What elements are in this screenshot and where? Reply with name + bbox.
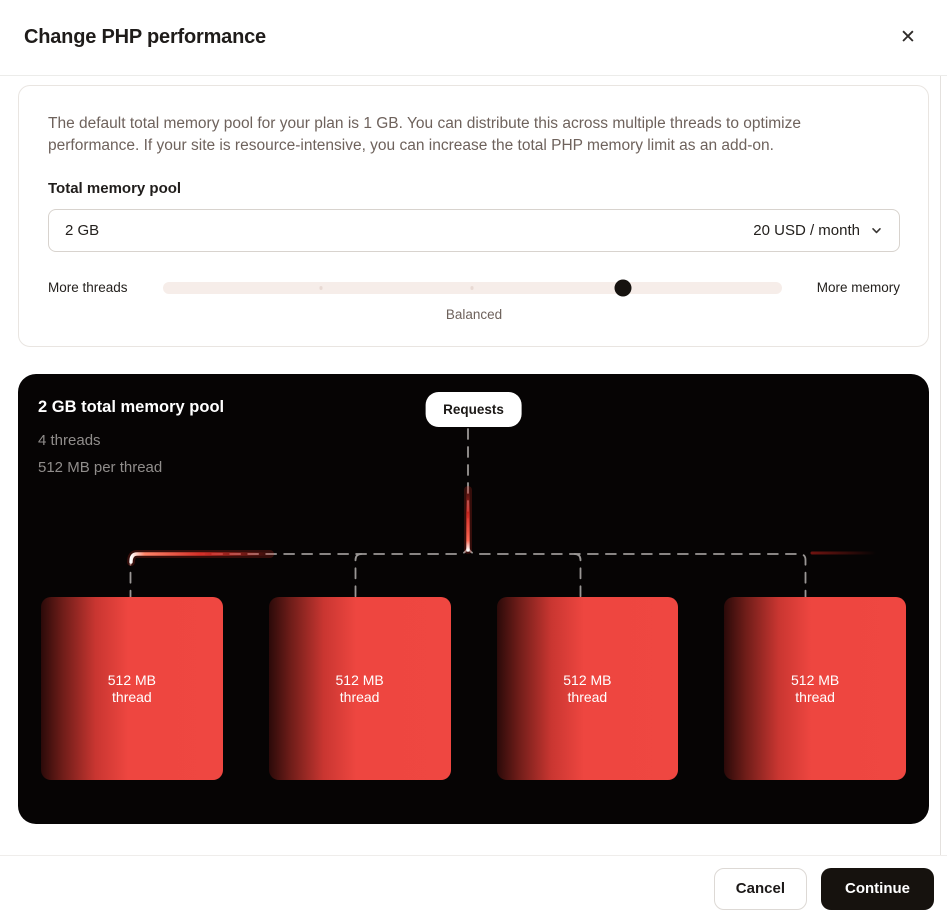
thread-size: 512 MB [335, 671, 384, 688]
thread-block: 512 MB thread [496, 597, 679, 781]
thread-size: 512 MB [563, 671, 612, 688]
thread-block: 512 MB thread [268, 597, 451, 781]
pool-title: 2 GB total memory pool [38, 398, 225, 417]
thread-blocks-row: 512 MB thread 512 MB thread 512 MB threa… [41, 597, 906, 781]
more-threads-label: More threads [48, 280, 128, 296]
thread-block: 512 MB thread [41, 597, 223, 781]
pool-threads-count: 4 threads [38, 432, 101, 450]
slider-tick [470, 285, 474, 290]
thread-size: 512 MB [791, 671, 840, 688]
memory-price-group: 20 USD / month [753, 222, 883, 239]
thread-label: thread [795, 688, 835, 705]
pool-summary: 2 GB total memory pool 4 threads 512 MB … [38, 398, 224, 481]
memory-size-select[interactable]: 2 GB 20 USD / month [48, 209, 900, 253]
page-title: Change PHP performance [24, 26, 266, 48]
thread-label: thread [339, 688, 380, 705]
slider-tick [319, 285, 323, 290]
request-flow-diagram [127, 428, 878, 599]
total-memory-pool-label: Total memory pool [48, 180, 182, 198]
performance-slider-track[interactable] [162, 279, 782, 297]
modal-header: Change PHP performance ✕ [0, 0, 947, 76]
modal-body: The default total memory pool for your p… [0, 76, 947, 855]
modal-footer: Cancel Continue [0, 855, 947, 921]
more-memory-label: More memory [816, 280, 900, 296]
balanced-label: Balanced [445, 307, 503, 323]
close-icon: ✕ [900, 26, 916, 48]
cancel-button[interactable]: Cancel [713, 867, 807, 910]
thread-label: thread [567, 688, 608, 705]
slider-thumb[interactable] [614, 279, 632, 297]
continue-button[interactable]: Continue [821, 867, 934, 910]
pool-per-thread: 512 MB per thread [38, 459, 163, 477]
thread-size: 512 MB [107, 671, 156, 688]
chevron-down-icon [872, 228, 881, 234]
thread-label: thread [112, 688, 152, 705]
memory-visualization-panel: 2 GB total memory pool 4 threads 512 MB … [18, 374, 929, 825]
memory-pool-description: The default total memory pool for your p… [48, 115, 801, 154]
close-button[interactable]: ✕ [893, 23, 923, 53]
requests-badge: Requests [425, 392, 522, 428]
memory-size-value: 2 GB [65, 222, 100, 240]
performance-slider-row: More threads More memory [48, 279, 900, 297]
scrollbar-track-line [940, 76, 941, 855]
memory-config-card: The default total memory pool for your p… [18, 85, 929, 348]
thread-block: 512 MB thread [724, 597, 906, 781]
memory-price: 20 USD / month [753, 222, 860, 240]
